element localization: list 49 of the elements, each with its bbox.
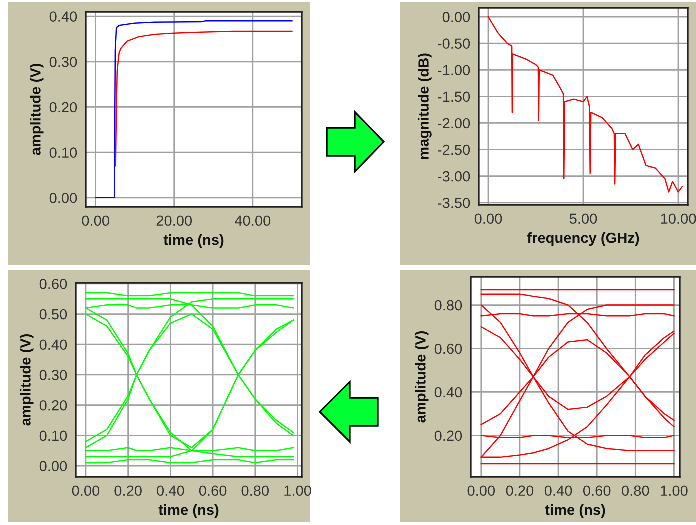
y-tick-label: 0.50	[40, 309, 68, 320]
x-tick-label: 40.00	[235, 216, 271, 226]
y-tick-label: 0.30	[40, 370, 68, 380]
y-tick-label: 0.40	[434, 387, 462, 398]
y-axis-title: amplitude (V)	[415, 332, 429, 423]
x-tick-label: 0.00	[468, 486, 496, 496]
x-tick-label: 0.40	[157, 486, 184, 496]
x-tick-label: 0.00	[474, 214, 502, 224]
y-tick-label: -1.00	[438, 65, 470, 76]
x-tick-label: 0.40	[544, 486, 572, 496]
y-axis-title: amplitude (V)	[30, 64, 44, 156]
y-tick-label: -2.00	[438, 118, 470, 129]
y-tick-label: 0.60	[434, 344, 462, 354]
y-tick-label: -1.50	[438, 92, 470, 102]
y-tick-label: 0.60	[40, 279, 68, 290]
x-tick-label: 20.00	[156, 216, 192, 226]
y-tick-label: 0.10	[40, 430, 68, 442]
x-tick-label: 0.00	[72, 486, 100, 496]
y-axis-title: amplitude (V)	[20, 334, 34, 426]
y-tick-label: -3.00	[438, 171, 470, 182]
x-tick-label: 0.60	[583, 486, 611, 496]
y-tick-label: 0.30	[50, 56, 78, 68]
y-tick-label: 0.10	[50, 148, 78, 158]
y-tick-label: 0.00	[50, 193, 78, 204]
x-tick-label: 0.80	[622, 486, 650, 496]
y-tick-label: -3.50	[438, 198, 470, 208]
y-tick-label: 0.20	[40, 400, 68, 411]
x-tick-label: 5.00	[570, 214, 598, 224]
y-tick-label: 0.00	[442, 12, 470, 22]
x-tick-label: 1.00	[661, 486, 688, 496]
x-axis-title: frequency (GHz)	[527, 232, 640, 246]
y-tick-label: 0.20	[434, 430, 462, 442]
x-tick-label: 10.00	[661, 214, 696, 224]
x-tick-label: 0.60	[199, 486, 227, 496]
y-tick-label: 0.00	[40, 461, 68, 472]
x-tick-label: 0.80	[242, 486, 270, 496]
x-tick-label: 0.00	[82, 216, 110, 226]
y-tick-label: 0.40	[40, 340, 68, 350]
y-tick-label: 0.40	[50, 12, 78, 22]
y-tick-label: -0.50	[438, 38, 470, 50]
x-tick-label: 0.20	[506, 486, 534, 496]
y-tick-label: 0.20	[50, 102, 78, 113]
y-axis-title: magnitude (dB)	[418, 54, 432, 159]
x-axis-title: time (ns)	[545, 504, 606, 518]
y-tick-label: -2.50	[438, 144, 470, 156]
x-axis-title: time (ns)	[158, 504, 219, 518]
x-axis-title: time (ns)	[164, 234, 224, 248]
y-tick-label: 0.80	[434, 300, 462, 311]
x-tick-label: 0.20	[114, 486, 142, 496]
